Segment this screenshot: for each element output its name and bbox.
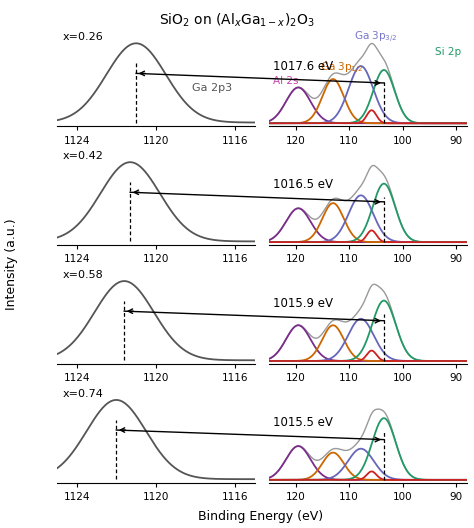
Text: 1016.5 eV: 1016.5 eV — [273, 178, 333, 192]
Text: Binding Energy (eV): Binding Energy (eV) — [198, 510, 323, 523]
Text: x=0.42: x=0.42 — [63, 151, 104, 161]
Text: 1017.6 eV: 1017.6 eV — [273, 60, 333, 72]
Text: Ga 3p$_{1/2}$: Ga 3p$_{1/2}$ — [320, 61, 364, 76]
Text: 1015.9 eV: 1015.9 eV — [273, 297, 333, 310]
Text: SiO$_2$ on (Al$_x$Ga$_{1-x}$)$_2$O$_3$: SiO$_2$ on (Al$_x$Ga$_{1-x}$)$_2$O$_3$ — [159, 12, 315, 29]
Text: Intensity (a.u.): Intensity (a.u.) — [5, 218, 18, 310]
Text: x=0.74: x=0.74 — [63, 389, 104, 399]
Text: Al 2s: Al 2s — [273, 76, 298, 86]
Text: x=0.26: x=0.26 — [63, 32, 104, 42]
Text: 1015.5 eV: 1015.5 eV — [273, 416, 333, 429]
Text: Ga 3p$_{3/2}$: Ga 3p$_{3/2}$ — [354, 30, 398, 45]
Text: Ga 2p3: Ga 2p3 — [191, 82, 232, 92]
Text: Si 2p: Si 2p — [435, 46, 461, 56]
Text: x=0.58: x=0.58 — [63, 270, 104, 280]
